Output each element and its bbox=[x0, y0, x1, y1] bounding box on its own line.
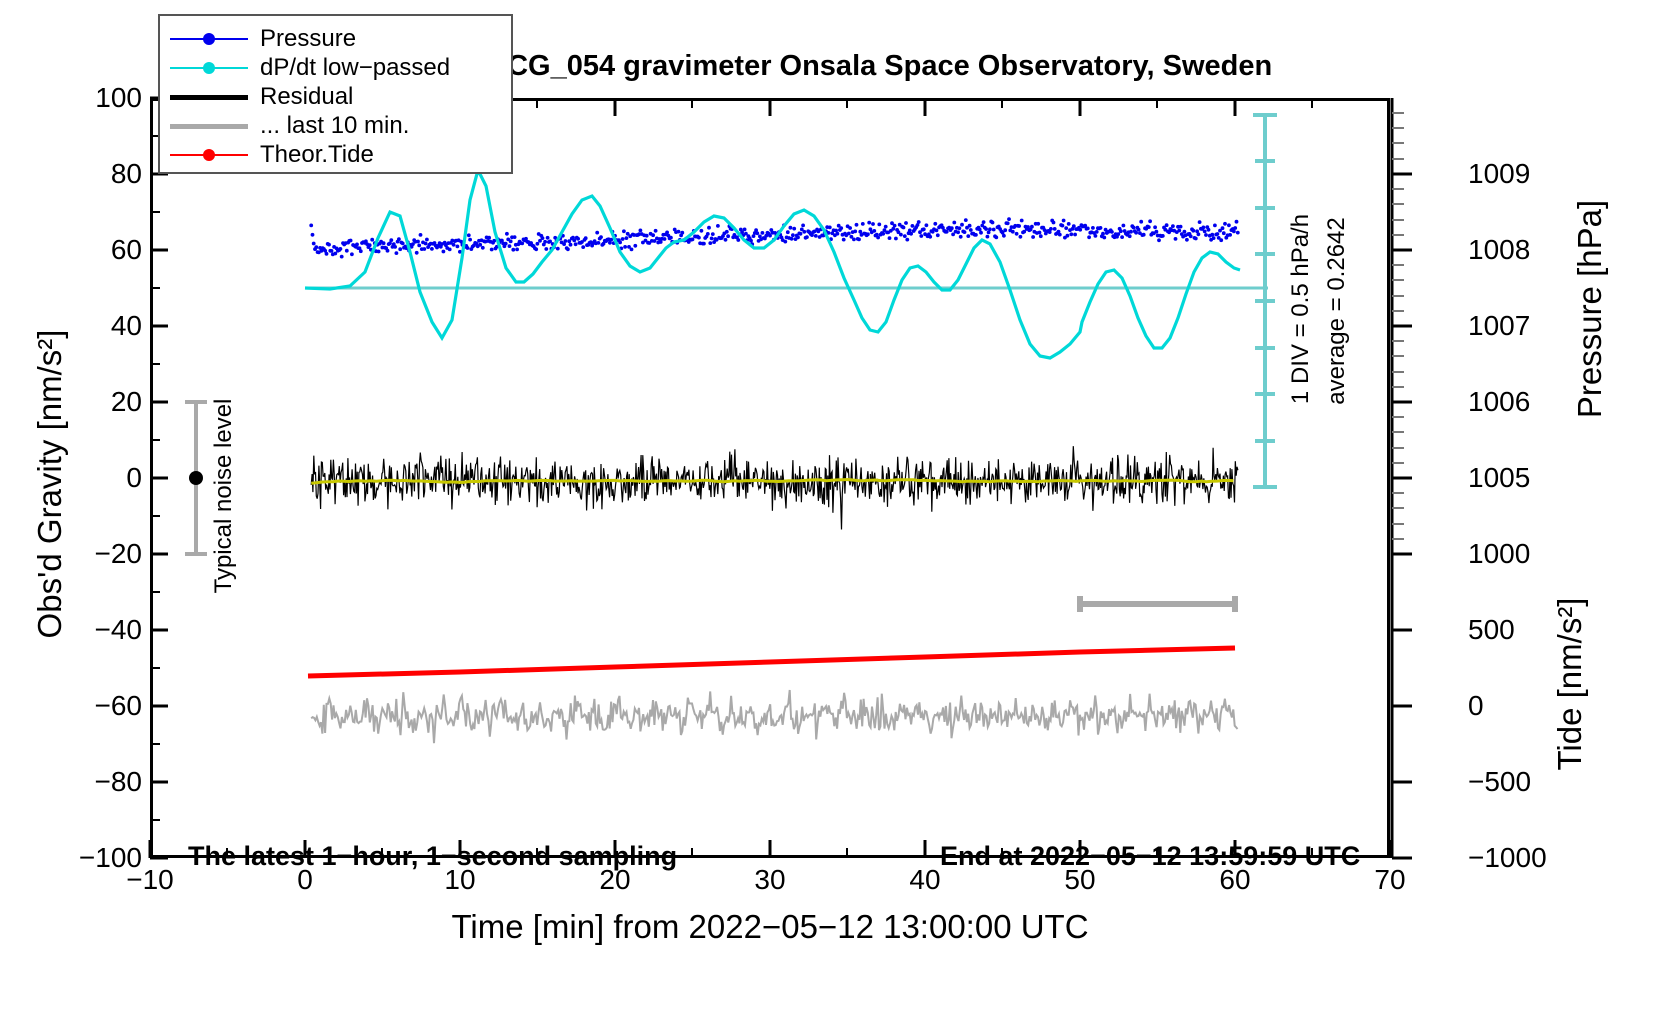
ytick-tide-m500: −500 bbox=[1468, 766, 1532, 797]
ytick-left-40: 40 bbox=[110, 310, 142, 341]
footer-note-right: End at 2022−05−12 13:59:59 UTC bbox=[940, 841, 1361, 871]
xtick-40: 40 bbox=[909, 864, 941, 895]
series-last10min bbox=[310, 689, 1239, 744]
last10-marker-bar bbox=[1077, 596, 1238, 612]
left-axis-minor-ticks bbox=[150, 135, 160, 821]
xtick-10: 10 bbox=[444, 864, 476, 895]
ytick-left-m100: −100 bbox=[78, 842, 142, 873]
ytick-tide-m1000: −1000 bbox=[1468, 842, 1547, 873]
ytick-left-80: 80 bbox=[110, 158, 142, 189]
legend-label-theortide: Theor.Tide bbox=[260, 140, 374, 168]
xtick-70: 70 bbox=[1374, 864, 1406, 895]
ytick-tide-0: 0 bbox=[1468, 690, 1484, 721]
series-residual bbox=[310, 446, 1239, 530]
noise-level-label: Typical noise level bbox=[210, 398, 237, 594]
ytick-left-20: 20 bbox=[110, 386, 142, 417]
series-residual-smoothed bbox=[311, 477, 1234, 485]
legend-label-residual: Residual bbox=[260, 82, 354, 110]
legend-label-pressure: Pressure bbox=[260, 24, 357, 52]
y-axis-label-left: Obs'd Gravity [nm/s²] bbox=[31, 329, 68, 639]
legend-swatch-pressure bbox=[170, 29, 248, 49]
ytick-pressure-1007: 1007 bbox=[1468, 310, 1531, 341]
ytick-left-100: 100 bbox=[95, 82, 142, 113]
xtick-50: 50 bbox=[1064, 864, 1096, 895]
bottom-axis-ticks bbox=[148, 840, 1392, 858]
noise-level-dot bbox=[189, 471, 203, 485]
right-pressure-axis bbox=[1390, 98, 1412, 860]
ytick-left-m60: −60 bbox=[94, 690, 143, 721]
bottom-axis-minor-ticks bbox=[226, 848, 1313, 858]
ytick-left-m40: −40 bbox=[94, 614, 143, 645]
series-pressure bbox=[309, 217, 1240, 259]
ytick-left-60: 60 bbox=[110, 234, 142, 265]
xtick-20: 20 bbox=[599, 864, 631, 895]
ytick-pressure-1008: 1008 bbox=[1468, 234, 1531, 265]
legend-item-dpdt[interactable]: dP/dt low−passed bbox=[170, 53, 501, 82]
ytick-pressure-1005: 1005 bbox=[1468, 462, 1531, 493]
average-label: average = 0.2642 bbox=[1323, 217, 1350, 405]
ytick-pressure-1006: 1006 bbox=[1468, 386, 1531, 417]
ytick-tide-1000: 1000 bbox=[1468, 538, 1531, 569]
x-axis-label: Time [min] from 2022−05−12 13:00:00 UTC bbox=[451, 908, 1089, 945]
y-axis-label-pressure: Pressure [hPa] bbox=[1571, 199, 1608, 419]
xtick-30: 30 bbox=[754, 864, 786, 895]
right-axis-minor-ticks bbox=[1392, 112, 1404, 540]
ytick-left-0: 0 bbox=[126, 462, 142, 493]
y-axis-label-tide: Tide [nm/s²] bbox=[1551, 597, 1588, 771]
legend-label-dpdt: dP/dt low−passed bbox=[260, 53, 451, 81]
dpdt-scale-axis bbox=[1253, 113, 1277, 489]
series-dpdt bbox=[304, 165, 1241, 360]
ytick-pressure-1009: 1009 bbox=[1468, 158, 1531, 189]
xtick-60: 60 bbox=[1219, 864, 1251, 895]
ytick-left-m20: −20 bbox=[94, 538, 143, 569]
ytick-tide-500: 500 bbox=[1468, 614, 1515, 645]
legend-label-last10: ... last 10 min. bbox=[260, 111, 410, 139]
legend-swatch-theortide bbox=[170, 145, 248, 165]
xtick-0: 0 bbox=[297, 864, 313, 895]
footer-note-left: The latest 1−hour, 1−second sampling bbox=[188, 841, 678, 871]
legend-item-residual[interactable]: Residual bbox=[170, 82, 501, 111]
legend-item-theortide[interactable]: Theor.Tide bbox=[170, 140, 501, 169]
legend-item-pressure[interactable]: Pressure bbox=[170, 24, 501, 53]
div-scale-label: 1 DIV = 0.5 hPa/h bbox=[1287, 213, 1314, 405]
series-theor-tide bbox=[307, 645, 1236, 679]
legend-swatch-dpdt bbox=[170, 58, 248, 78]
legend-swatch-residual bbox=[170, 87, 248, 107]
ytick-left-m80: −80 bbox=[94, 766, 143, 797]
legend-swatch-last10 bbox=[170, 116, 248, 136]
page-title: SCG_054 gravimeter Onsala Space Observat… bbox=[487, 50, 1273, 82]
left-axis-ticks bbox=[150, 96, 168, 860]
legend-item-last10[interactable]: ... last 10 min. bbox=[170, 111, 501, 140]
xtick-m10: −10 bbox=[126, 864, 174, 895]
legend: Pressure dP/dt low−passed Residual ... l… bbox=[158, 14, 513, 174]
